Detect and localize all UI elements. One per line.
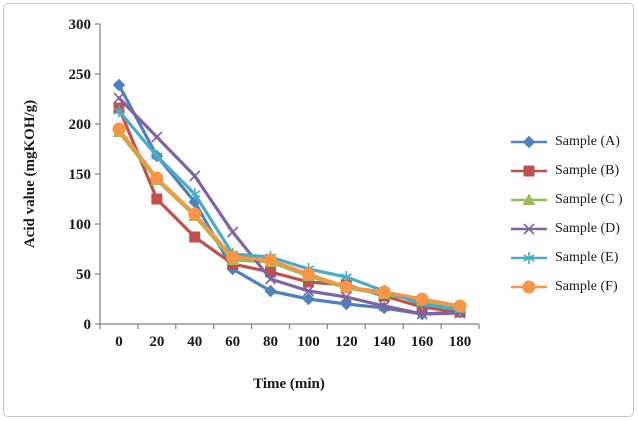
legend-item: Sample (B) xyxy=(510,156,623,185)
circle-marker-icon xyxy=(511,280,547,293)
legend-item: Sample (F) xyxy=(510,272,623,301)
legend-label: Sample (F) xyxy=(555,278,618,294)
y-axis-title: Acid value (mgKOH/g) xyxy=(22,100,38,248)
chart-frame: 0 50 100 150 200 250 300 0 20 40 60 80 100 120 140 160 1… xyxy=(3,3,634,417)
legend-label: Sample (E) xyxy=(555,249,619,265)
x-axis-title: Time (min) xyxy=(253,376,325,392)
series-samplef xyxy=(112,122,467,313)
x-tick-label: 100 xyxy=(297,334,320,350)
y-tick-label: 250 xyxy=(69,67,92,83)
y-tick-label: 200 xyxy=(69,117,92,133)
legend-item: Sample (D) xyxy=(510,214,623,243)
x-tick-label: 140 xyxy=(373,334,396,350)
legend-item: Sample (E) xyxy=(510,243,623,272)
legend-label: Sample (D) xyxy=(555,220,620,236)
series-lines xyxy=(112,78,467,321)
line-chart-plot: 0 50 100 150 200 250 300 0 20 40 60 80 100 120 140 160 1… xyxy=(22,17,480,392)
x-tick-label: 160 xyxy=(411,334,434,350)
y-tick-label: 100 xyxy=(69,217,92,233)
square-marker-icon xyxy=(511,165,547,176)
star-marker-icon xyxy=(511,251,547,264)
legend-item: Sample (C ) xyxy=(510,185,623,214)
y-tick-label: 50 xyxy=(76,267,91,283)
legend-label: Sample (B) xyxy=(555,162,620,178)
x-tick-label: 80 xyxy=(263,334,278,350)
diamond-marker-icon xyxy=(511,135,547,148)
y-tick-label: 0 xyxy=(84,317,92,333)
legend: Sample (A) Sample (B) Sample (C ) Sample (D… xyxy=(510,127,623,301)
x-tick-label: 40 xyxy=(187,334,202,350)
series-sampled xyxy=(113,92,466,320)
x-tick-label: 60 xyxy=(225,334,240,350)
x-tick-label: 180 xyxy=(449,334,472,350)
x-marker-icon xyxy=(511,222,547,235)
x-tick-label: 0 xyxy=(115,334,123,350)
legend-label: Sample (C ) xyxy=(555,191,623,207)
legend-label: Sample (A) xyxy=(555,133,620,149)
triangle-marker-icon xyxy=(511,192,547,205)
legend-item: Sample (A) xyxy=(510,127,623,156)
y-tick-label: 300 xyxy=(69,17,92,33)
axes: 0 50 100 150 200 250 300 0 20 40 60 80 100 120 140 160 1… xyxy=(69,17,480,350)
x-tick-label: 20 xyxy=(149,334,164,350)
y-tick-label: 150 xyxy=(69,167,92,183)
x-tick-label: 120 xyxy=(335,334,358,350)
